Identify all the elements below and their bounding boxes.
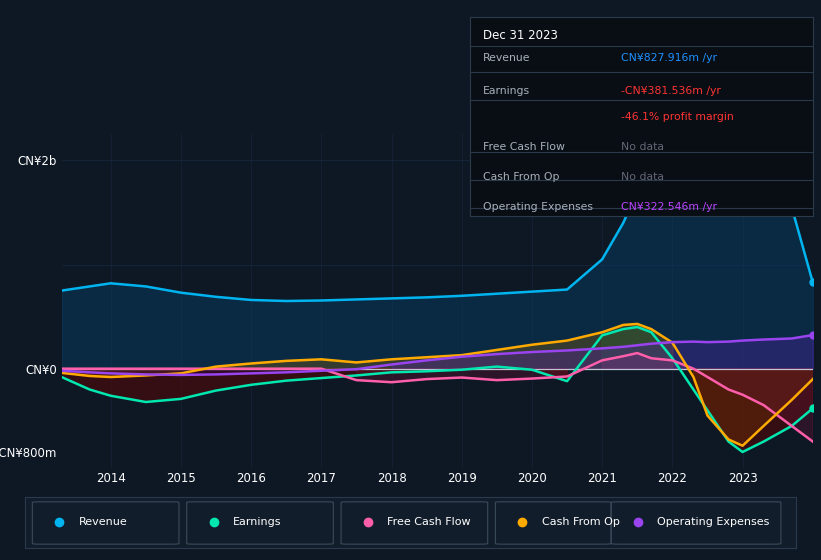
- Text: Free Cash Flow: Free Cash Flow: [388, 517, 471, 528]
- Text: Revenue: Revenue: [79, 517, 127, 528]
- Text: Cash From Op: Cash From Op: [484, 172, 560, 182]
- Text: -46.1% profit margin: -46.1% profit margin: [621, 112, 733, 122]
- Text: Operating Expenses: Operating Expenses: [484, 202, 594, 212]
- Text: No data: No data: [621, 142, 663, 152]
- Text: Operating Expenses: Operating Expenses: [658, 517, 770, 528]
- Text: No data: No data: [621, 172, 663, 182]
- Text: Revenue: Revenue: [484, 53, 531, 63]
- Text: Free Cash Flow: Free Cash Flow: [484, 142, 565, 152]
- Text: Earnings: Earnings: [484, 86, 530, 96]
- Text: -CN¥381.536m /yr: -CN¥381.536m /yr: [621, 86, 721, 96]
- Text: Dec 31 2023: Dec 31 2023: [484, 29, 558, 42]
- Text: CN¥322.546m /yr: CN¥322.546m /yr: [621, 202, 717, 212]
- Text: Cash From Op: Cash From Op: [542, 517, 620, 528]
- Text: Earnings: Earnings: [233, 517, 282, 528]
- Text: CN¥827.916m /yr: CN¥827.916m /yr: [621, 53, 717, 63]
